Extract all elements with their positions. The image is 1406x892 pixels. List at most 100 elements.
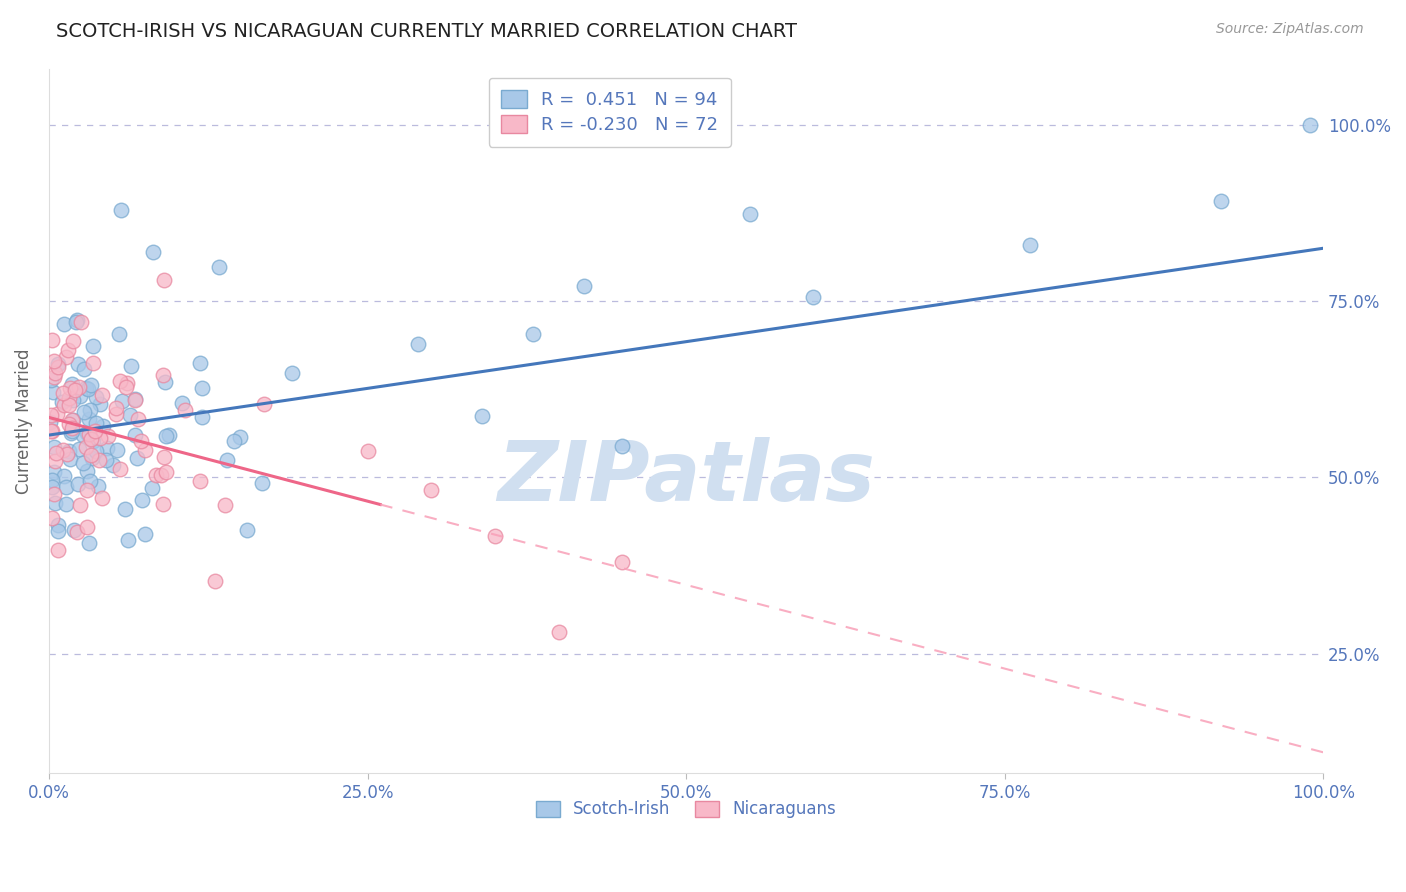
Point — [1211, 194, 1233, 208]
Point — [191, 381, 214, 395]
Point — [484, 529, 506, 543]
Point — [120, 359, 142, 374]
Point — [72, 456, 94, 470]
Point — [79, 403, 101, 417]
Point — [42, 440, 65, 454]
Point — [58, 391, 80, 405]
Point — [55, 351, 77, 365]
Point — [127, 411, 149, 425]
Point — [48, 358, 70, 372]
Point — [46, 524, 69, 539]
Point — [129, 434, 152, 448]
Point — [281, 366, 304, 380]
Point — [66, 357, 89, 371]
Point — [738, 207, 761, 221]
Point — [39, 415, 62, 429]
Point — [45, 445, 67, 459]
Point — [191, 410, 214, 425]
Point — [55, 497, 77, 511]
Point — [52, 317, 75, 331]
Point — [51, 395, 73, 409]
Point — [62, 413, 84, 427]
Point — [104, 401, 127, 416]
Point — [73, 361, 96, 376]
Point — [80, 377, 103, 392]
Point — [114, 501, 136, 516]
Point — [69, 498, 91, 512]
Point — [86, 416, 108, 430]
Point — [87, 479, 110, 493]
Point — [572, 279, 595, 293]
Point — [612, 555, 634, 569]
Point — [44, 366, 66, 380]
Legend: Scotch-Irish, Nicaraguans: Scotch-Irish, Nicaraguans — [530, 794, 842, 825]
Point — [41, 473, 63, 487]
Point — [155, 428, 177, 442]
Point — [84, 390, 107, 404]
Point — [58, 398, 80, 412]
Point — [41, 333, 63, 347]
Point — [60, 376, 83, 391]
Point — [44, 495, 66, 509]
Point — [356, 444, 378, 458]
Point — [72, 428, 94, 442]
Point — [142, 244, 165, 259]
Point — [170, 396, 193, 410]
Point — [52, 386, 75, 401]
Point — [80, 448, 103, 462]
Point — [229, 430, 252, 444]
Point — [41, 424, 63, 438]
Point — [69, 389, 91, 403]
Point — [42, 487, 65, 501]
Point — [188, 356, 211, 370]
Point — [124, 392, 146, 407]
Point — [118, 408, 141, 422]
Point — [67, 477, 90, 491]
Point — [52, 443, 75, 458]
Point — [1299, 118, 1322, 132]
Point — [157, 427, 180, 442]
Point — [101, 458, 124, 472]
Point — [79, 432, 101, 446]
Point — [214, 498, 236, 512]
Text: ZIPatlas: ZIPatlas — [498, 437, 875, 518]
Point — [46, 542, 69, 557]
Point — [96, 441, 118, 455]
Point — [65, 315, 87, 329]
Point — [41, 510, 63, 524]
Point — [522, 326, 544, 341]
Point — [53, 399, 76, 413]
Point — [89, 431, 111, 445]
Point — [56, 447, 79, 461]
Point — [131, 492, 153, 507]
Point — [41, 479, 63, 493]
Point — [89, 453, 111, 467]
Point — [91, 418, 114, 433]
Point — [222, 434, 245, 448]
Point — [44, 453, 66, 467]
Point — [55, 480, 77, 494]
Point — [76, 520, 98, 534]
Point — [76, 425, 98, 440]
Point — [150, 468, 173, 483]
Point — [114, 379, 136, 393]
Point — [110, 462, 132, 476]
Point — [59, 425, 82, 440]
Point — [76, 483, 98, 497]
Point — [63, 523, 86, 537]
Point — [111, 393, 134, 408]
Point — [1019, 237, 1042, 252]
Point — [89, 397, 111, 411]
Point — [62, 334, 84, 349]
Point — [62, 393, 84, 408]
Point — [75, 381, 97, 395]
Point — [90, 388, 112, 402]
Point — [124, 427, 146, 442]
Point — [124, 392, 146, 407]
Point — [217, 453, 239, 467]
Point — [39, 424, 62, 438]
Point — [62, 424, 84, 438]
Point — [117, 533, 139, 547]
Point — [110, 202, 132, 217]
Point — [105, 407, 128, 421]
